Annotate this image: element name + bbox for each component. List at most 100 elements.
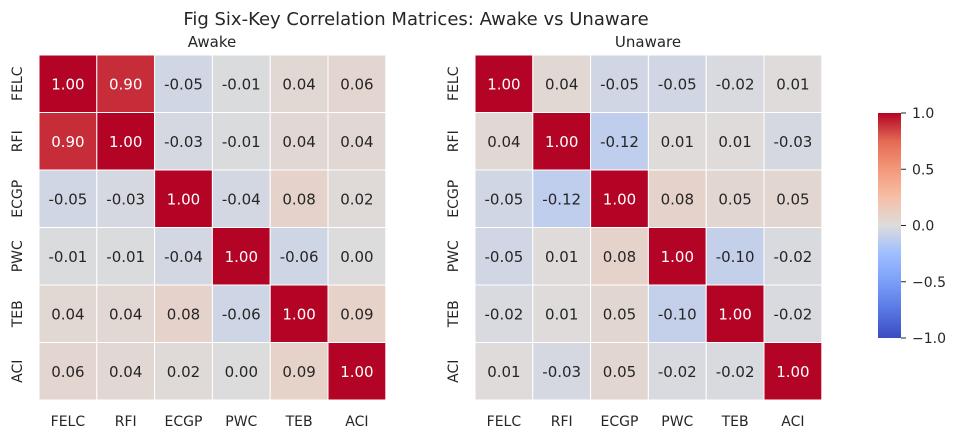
heatmap-cell [532,342,592,401]
y-tick-label: FELC [10,66,26,101]
cell-value-label: 0.02 [167,363,200,381]
x-tick-label: RFI [115,414,137,430]
cell-value-label: -0.06 [222,305,261,323]
heatmap-cell [532,169,592,228]
cell-value-label: -0.01 [222,133,261,151]
cell-value-label: 0.05 [603,363,636,381]
cell-value-label: 1.00 [487,75,520,93]
heatmap-cell [532,227,592,286]
cell-value-label: 0.05 [603,305,636,323]
cell-value-label: 0.09 [340,305,373,323]
x-tick-label: ECGP [165,414,203,430]
heatmap-cell [474,284,534,343]
cell-value-label: -0.01 [48,248,87,266]
cell-value-label: -0.12 [542,190,581,208]
heatmap-cell [269,284,329,343]
heatmap-cell [590,54,649,113]
y-tick-label: ECGP [10,180,26,218]
cell-value-label: 0.00 [340,248,373,266]
heatmap-cell [211,284,271,343]
cell-value-label: -0.05 [658,75,697,93]
colorbar-gradient [878,113,901,338]
x-tick-label: ACI [781,414,804,430]
cell-value-label: 0.04 [282,133,315,151]
heatmap-cell [647,54,707,113]
cell-value-label: -0.02 [773,248,812,266]
x-tick-label: TEB [721,414,749,430]
cell-value-label: 0.08 [603,248,636,266]
cell-value-label: 1.00 [603,190,636,208]
cell-value-label: 0.04 [282,75,315,93]
cell-value-label: -0.10 [658,305,697,323]
heatmap-cell [474,54,534,113]
heatmap-cell [269,342,329,401]
cell-value-label: -0.05 [48,190,87,208]
colorbar-tick-label: 1.0 [912,106,934,122]
colorbar-tick-label: −0.5 [912,275,946,291]
x-tick-label: PWC [661,414,693,430]
heatmap-cell [705,169,765,228]
heatmap-title: Unaware [615,33,681,51]
cell-value-label: 0.05 [718,190,751,208]
cell-value-label: -0.12 [600,133,639,151]
x-tick-label: ACI [345,414,368,430]
cell-value-label: -0.10 [716,248,755,266]
heatmap-cell [211,112,271,171]
cell-value-label: 0.06 [340,75,373,93]
cell-value-label: -0.04 [164,248,203,266]
cell-value-label: 1.00 [661,248,694,266]
cell-value-label: -0.03 [773,133,812,151]
heatmap-cell [96,227,156,286]
cell-value-label: -0.05 [164,75,203,93]
cell-value-label: 0.01 [718,133,751,151]
heatmap-cell [474,227,534,286]
cell-value-label: -0.03 [542,363,581,381]
cell-value-label: 0.01 [487,363,520,381]
x-tick-label: TEB [285,414,313,430]
heatmap-cell [154,54,213,113]
heatmap-cell [474,112,534,171]
cell-value-label: 0.04 [545,75,578,93]
cell-value-label: 1.00 [51,75,84,93]
cell-value-label: 0.90 [51,133,84,151]
cell-value-label: -0.02 [658,363,697,381]
heatmap-cell [211,227,271,286]
heatmap-cell [705,227,765,286]
heatmap-cell [211,342,271,401]
cell-value-label: 0.01 [545,305,578,323]
heatmap-cell [590,112,649,171]
heatmap-cell [269,227,329,286]
heatmap-cell [590,342,649,401]
cell-value-label: 1.00 [545,133,578,151]
cell-value-label: 0.04 [109,305,142,323]
heatmap-cell [647,112,707,171]
y-tick-label: PWC [446,240,462,272]
cell-value-label: -0.02 [716,363,755,381]
heatmap-cell [327,54,387,113]
figure-title: Fig Six-Key Correlation Matrices: Awake … [183,9,648,30]
heatmap-cell [269,169,329,228]
cell-value-label: 0.04 [51,305,84,323]
y-tick-label: RFI [446,130,462,152]
cell-value-label: 1.00 [225,248,258,266]
heatmap-cell [38,342,98,401]
heatmap-cell [647,284,707,343]
heatmap-cell [327,227,387,286]
heatmap-unaware: Unaware 1.00 0.04 -0.05 -0.05 -0.02 0.01 0.04 1… [446,33,823,430]
heatmap-cell [327,169,387,228]
heatmap-cell [763,112,823,171]
heatmap-cell [327,342,387,401]
heatmap-title: Awake [188,33,237,51]
colorbar-tick-label: 0.0 [912,219,934,235]
cell-value-label: 0.08 [661,190,694,208]
heatmap-cell [474,169,534,228]
heatmap-cell [154,284,213,343]
x-tick-label: FELC [487,414,522,430]
colorbar-tick-label: −1.0 [912,331,946,347]
heatmap-cell [474,342,534,401]
cell-value-label: 0.90 [109,75,142,93]
heatmap-cell [327,112,387,171]
heatmap-cell [763,54,823,113]
cell-value-label: -0.06 [280,248,319,266]
